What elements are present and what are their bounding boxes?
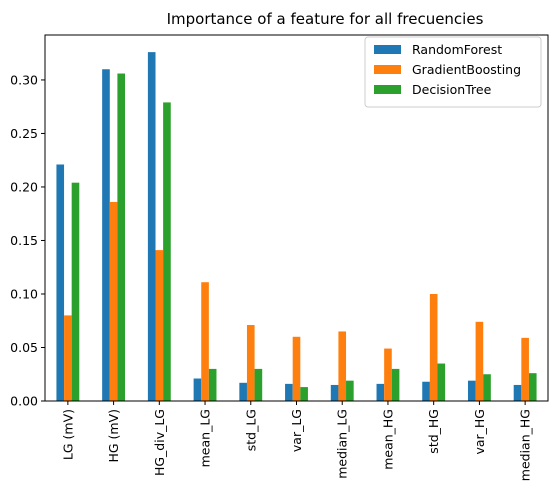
legend-label-decisiontree: DecisionTree (412, 82, 492, 97)
x-tick-label: mean_LG (198, 409, 213, 467)
y-axis: 0.00 0.05 0.10 0.15 0.20 0.25 0.30 (10, 72, 45, 409)
x-tick-label: HG (mV) (106, 409, 121, 463)
legend-swatch-decisiontree (374, 85, 401, 94)
bar-decisiontree-9 (483, 374, 491, 401)
y-tick-label: 0.05 (10, 340, 38, 355)
bar-decisiontree-10 (528, 373, 537, 401)
legend-swatch-randomforest (374, 45, 401, 54)
bar-decisiontree-1 (117, 73, 126, 402)
y-tick-label: 0.15 (10, 233, 38, 248)
bar-randomforest-4 (239, 382, 247, 401)
legend: RandomForest GradientBoosting DecisionTree (364, 36, 542, 108)
bar-randomforest-10 (513, 384, 522, 401)
bar-randomforest-9 (467, 380, 476, 401)
bar-decisiontree-8 (437, 363, 446, 401)
x-tick-label: mean_HG (380, 409, 395, 470)
bar-gradientboosting-2 (155, 250, 164, 401)
bar-decisiontree-4 (254, 368, 263, 401)
x-axis: LG (mV) HG (mV) HG_div_LG mean_LG std_LG var_… (60, 401, 533, 481)
bar-gradientboosting-0 (64, 315, 72, 401)
bar-gradientboosting-9 (475, 321, 484, 401)
bar-randomforest-5 (285, 383, 293, 401)
bar-randomforest-1 (102, 69, 110, 402)
legend-swatch-gradientboosting (374, 65, 401, 74)
y-tick-label: 0.30 (10, 72, 38, 87)
bar-gradientboosting-10 (521, 337, 529, 401)
bar-randomforest-2 (147, 52, 156, 402)
bar-gradientboosting-3 (201, 282, 209, 401)
y-tick-label: 0.25 (10, 126, 38, 141)
bar-randomforest-0 (56, 164, 65, 401)
bar-decisiontree-6 (346, 380, 354, 401)
x-tick-label: median_LG (335, 409, 350, 479)
x-tick-label: var_LG (289, 409, 304, 452)
bar-decisiontree-0 (71, 182, 80, 401)
bar-randomforest-7 (376, 383, 385, 401)
x-tick-label: LG (mV) (60, 409, 75, 460)
bar-gradientboosting-8 (429, 293, 438, 401)
bars-group (56, 52, 537, 402)
bar-decisiontree-5 (300, 387, 308, 401)
chart-title: Importance of a feature for all frecuenc… (167, 10, 484, 28)
bar-gradientboosting-7 (384, 348, 392, 401)
bar-gradientboosting-4 (246, 325, 255, 401)
bar-randomforest-6 (330, 384, 339, 401)
bar-decisiontree-7 (391, 368, 400, 401)
legend-label-randomforest: RandomForest (412, 42, 502, 57)
bar-gradientboosting-1 (109, 201, 118, 401)
x-tick-label: std_HG (426, 409, 441, 454)
bar-decisiontree-3 (208, 368, 217, 401)
legend-box (364, 36, 542, 108)
bar-randomforest-3 (193, 378, 202, 401)
bar-gradientboosting-5 (292, 336, 301, 401)
y-tick-label: 0.20 (10, 179, 38, 194)
y-tick-label: 0.10 (10, 286, 38, 301)
x-tick-label: std_LG (243, 409, 258, 451)
x-tick-label: HG_div_LG (152, 409, 167, 476)
bar-gradientboosting-6 (338, 331, 347, 401)
x-tick-label: var_HG (472, 409, 487, 455)
legend-label-gradientboosting: GradientBoosting (412, 62, 521, 77)
bar-randomforest-8 (422, 381, 430, 401)
plot-frame (44, 34, 549, 402)
bar-decisiontree-2 (163, 102, 171, 401)
y-tick-label: 0.00 (10, 394, 38, 409)
x-tick-label: median_HG (518, 409, 533, 481)
